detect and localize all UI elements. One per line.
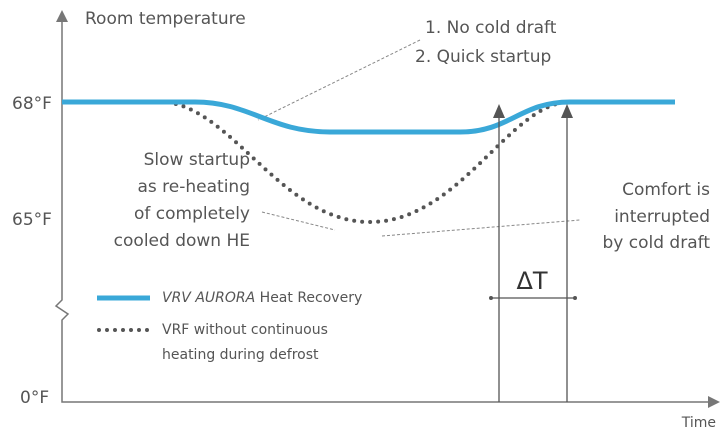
axes xyxy=(54,18,712,403)
callout-line xyxy=(261,211,336,231)
delta-lines xyxy=(491,115,575,402)
y-tick-label: 0°F xyxy=(20,388,49,408)
arrow-heads xyxy=(493,104,573,118)
legend-label: VRF without continuous xyxy=(162,322,328,338)
callout-text: Comfort is xyxy=(622,180,710,200)
legend-label-italic: VRV AURORA xyxy=(162,290,255,306)
legend-label: VRV AURORA Heat Recovery xyxy=(162,290,362,306)
span-end xyxy=(489,296,493,300)
legend-label-rest: Heat Recovery xyxy=(255,290,362,306)
x-axis-label: Time xyxy=(681,415,716,431)
delta-label: ΔT xyxy=(516,267,547,295)
callout-lines xyxy=(257,39,581,237)
callout-line xyxy=(257,39,421,121)
vrv-curve xyxy=(62,99,675,135)
legend-label: heating during defrost xyxy=(162,347,319,363)
y-tick-label: 65°F xyxy=(12,210,52,230)
callout-text: Slow startup xyxy=(144,150,250,170)
axis-line xyxy=(54,18,712,403)
y-axis-label: Room temperature xyxy=(85,9,246,29)
x-arrow xyxy=(708,396,720,408)
callout-text: cooled down HE xyxy=(114,231,250,251)
callout-text: 1. No cold draft xyxy=(425,18,557,38)
y-tick-label: 68°F xyxy=(12,94,52,114)
y-arrow xyxy=(56,10,68,22)
callout-text: by cold draft xyxy=(603,233,711,253)
callout-line xyxy=(381,219,581,237)
callout-text: as re-heating xyxy=(138,177,251,197)
span-end xyxy=(573,296,577,300)
callout-text: interrupted xyxy=(614,207,710,227)
vrf-curve xyxy=(158,100,572,225)
callout-text: of completely xyxy=(134,204,250,224)
callout-text: 2. Quick startup xyxy=(415,47,551,67)
